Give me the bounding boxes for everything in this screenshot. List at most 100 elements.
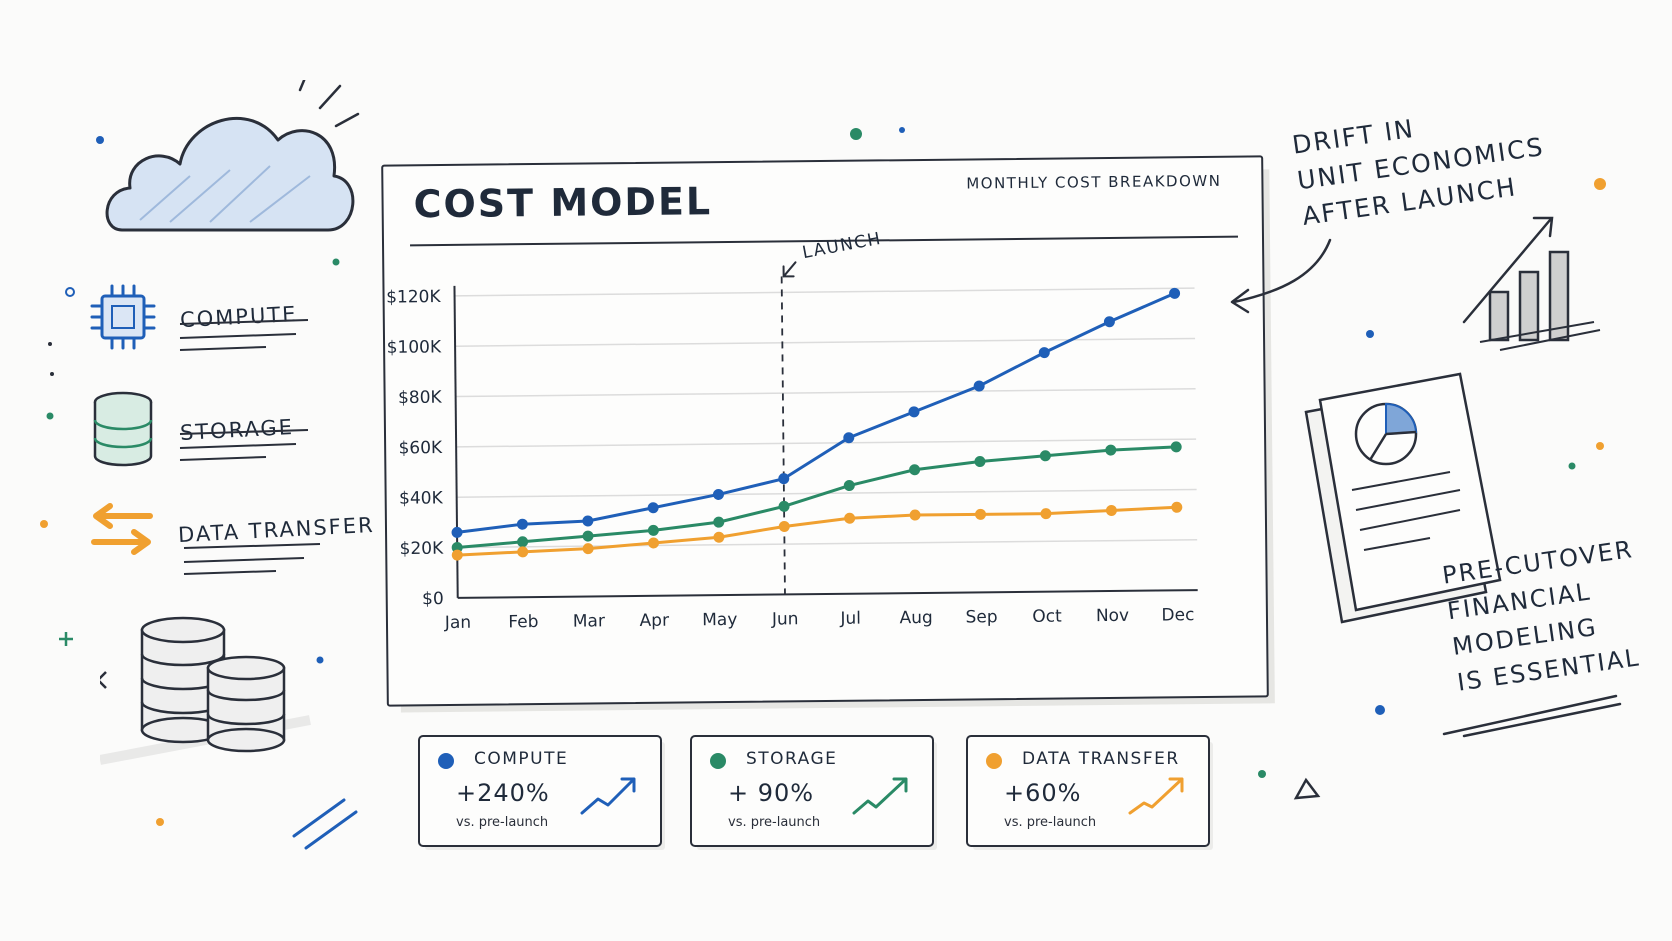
data-point	[582, 530, 594, 542]
card-data-transfer-name: DATA TRANSFER	[1022, 749, 1180, 769]
data-point	[975, 508, 987, 520]
data-point	[908, 406, 920, 418]
data-point	[1105, 504, 1117, 516]
card-compute-note: vs. pre-launch	[456, 815, 549, 830]
pre-cutover-annotation: PRE-CUTOVER FINANCIAL MODELING IS ESSENT…	[1440, 531, 1651, 700]
data-point	[843, 480, 855, 492]
data-point	[712, 488, 724, 500]
data-point	[973, 380, 985, 392]
x-tick-label: Jul	[839, 609, 861, 629]
y-tick-label: $100K	[387, 337, 442, 358]
card-compute-name: COMPUTE	[474, 749, 569, 769]
x-tick-label: Feb	[508, 612, 538, 632]
gridline	[457, 539, 1198, 549]
series-line-compute	[455, 291, 1177, 534]
card-storage-name: STORAGE	[746, 749, 838, 769]
data-point	[713, 531, 725, 543]
x-tick-label: Aug	[899, 608, 932, 628]
side-item-compute: COMPUTE	[88, 282, 298, 352]
cloud-icon	[105, 80, 360, 232]
trend-up-icon	[580, 777, 636, 815]
data-point	[451, 526, 463, 538]
data-point	[844, 512, 856, 524]
data-point	[1103, 316, 1115, 328]
annotation-arrow	[1230, 238, 1332, 314]
data-point	[1171, 501, 1183, 513]
data-point	[1040, 508, 1052, 520]
y-tick-label: $60K	[398, 438, 443, 458]
card-compute-pct: +240%	[456, 779, 550, 807]
storage-dot-icon	[710, 753, 726, 769]
database-icon	[93, 391, 153, 467]
launch-arrow-icon	[782, 261, 797, 278]
side-item-data-transfer: DATA TRANSFER	[84, 500, 375, 560]
card-data-transfer-note: vs. pre-launch	[1004, 815, 1097, 830]
data-point	[1038, 347, 1050, 359]
data-point	[517, 536, 529, 548]
x-tick-label: Oct	[1032, 607, 1062, 627]
gridline	[455, 337, 1196, 347]
data-point	[1169, 287, 1181, 299]
compute-dot-icon	[438, 753, 454, 769]
data-point	[778, 473, 790, 485]
data-point	[843, 432, 855, 444]
transfer-scribble-lines	[183, 543, 321, 575]
launch-marker-line	[780, 276, 786, 595]
data-point	[647, 524, 659, 536]
chip-icon	[90, 284, 156, 350]
card-storage-pct: + 90%	[728, 779, 815, 807]
data-point	[909, 464, 921, 476]
transfer-arrows-icon	[91, 503, 153, 555]
data-point	[647, 502, 659, 514]
summary-card-data-transfer: DATA TRANSFER +60% vs. pre-launch	[966, 735, 1210, 847]
line-chart: $0 $20K $40K $60K $80K $100K $120K Jan Feb Mar Apr…	[386, 229, 1198, 633]
data-point	[648, 537, 660, 549]
data-point	[778, 500, 790, 512]
data-point	[582, 515, 594, 527]
gridline	[454, 287, 1195, 297]
y-tick-label: $120K	[386, 287, 441, 308]
x-tick-label: May	[702, 610, 737, 630]
chart-board: COST MODEL MONTHLY COST BREAKDOWN $0 $20K…	[381, 155, 1269, 707]
data-point	[516, 518, 528, 530]
report-document-icon	[1304, 372, 1502, 624]
data-point	[582, 543, 594, 555]
card-data-transfer-pct: +60%	[1004, 779, 1082, 807]
coin-stack-icon	[100, 616, 311, 765]
data-transfer-dot-icon	[986, 753, 1002, 769]
x-tick-label: Dec	[1161, 605, 1194, 625]
storage-scribble-lines	[179, 429, 309, 461]
y-tick-label: $40K	[399, 488, 444, 508]
gridline	[456, 438, 1197, 448]
y-tick-label: $20K	[399, 539, 444, 559]
data-point	[713, 516, 725, 528]
compute-scribble-lines	[179, 319, 309, 351]
data-point	[778, 520, 790, 532]
underline-scribble	[1442, 694, 1622, 738]
summary-card-compute: COMPUTE +240% vs. pre-launch	[418, 735, 662, 847]
bar-growth-icon	[1462, 216, 1601, 351]
y-tick-label: $0	[422, 589, 444, 609]
y-tick-label: $80K	[398, 388, 443, 408]
trend-up-icon	[852, 777, 908, 815]
side-item-storage: STORAGE	[88, 390, 295, 470]
data-point	[1039, 450, 1051, 462]
summary-card-storage: STORAGE + 90% vs. pre-launch	[690, 735, 934, 847]
x-axis	[457, 589, 1198, 599]
trend-up-icon	[1128, 777, 1184, 815]
data-point	[1170, 441, 1182, 453]
x-tick-label: Mar	[573, 611, 605, 631]
data-point	[1105, 444, 1117, 456]
data-point	[974, 456, 986, 468]
series-line-storage	[455, 445, 1178, 550]
data-point	[517, 546, 529, 558]
series-line-data-transfer	[455, 505, 1179, 557]
card-storage-note: vs. pre-launch	[728, 815, 821, 830]
x-tick-label: Apr	[640, 611, 670, 631]
x-tick-label: Nov	[1096, 606, 1129, 626]
x-tick-label: Jan	[444, 613, 471, 633]
data-point	[909, 509, 921, 521]
gridline	[455, 388, 1196, 398]
